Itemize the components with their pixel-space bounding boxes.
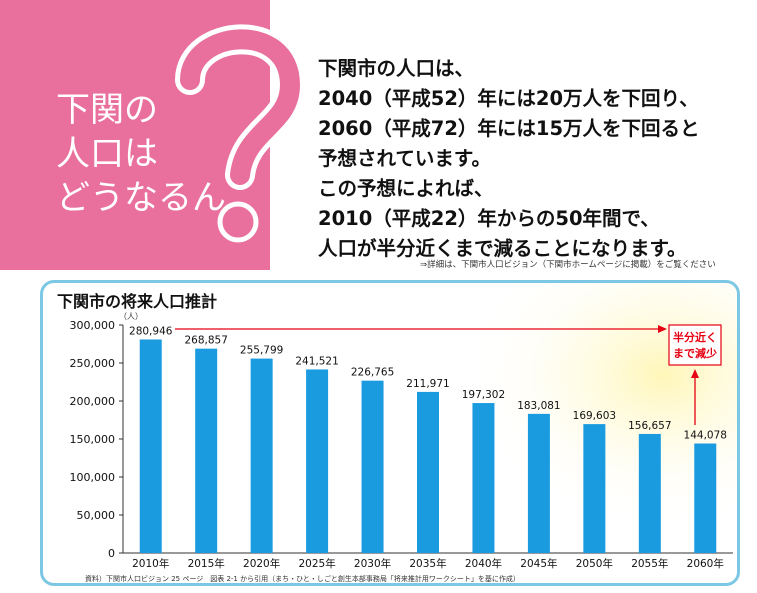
headline-line-5: この予想によれば、 bbox=[318, 177, 494, 200]
data-label: 144,078 bbox=[684, 430, 727, 442]
bar bbox=[694, 443, 717, 553]
annotation-box bbox=[668, 324, 722, 366]
data-label: 156,657 bbox=[628, 420, 671, 432]
x-tick-label: 2055年 bbox=[631, 557, 668, 570]
x-tick-label: 2040年 bbox=[465, 557, 502, 570]
data-label: 183,081 bbox=[517, 400, 560, 412]
bar bbox=[638, 433, 661, 553]
x-axis-labels: 2010年 2015年 2020年 2025年 2030年 2035年 2040年 2045年… bbox=[132, 557, 724, 570]
x-tick-label: 2030年 bbox=[354, 557, 391, 570]
headline-text: 下関市の人口は、 2040（平成52）年には20万人を下回り、 2060（平成7… bbox=[318, 54, 700, 264]
headline-line-2: 2040（平成52）年には20万人を下回り、 bbox=[318, 87, 699, 110]
panel-title-line-2: 人口は bbox=[56, 134, 158, 174]
chart-source: 資料）下関市人口ビジョン 25 ページ 図表 2-1 から引用（まち・ひと・しご… bbox=[85, 574, 520, 583]
bar bbox=[417, 391, 439, 553]
y-axis-ticks: 0 50,000 100,000 150,000 200,000 250,000 300,0… bbox=[70, 319, 123, 560]
chart-frame: 下関市の将来人口推計 （人） 0 50,000 100,000 150,000 200,… bbox=[40, 280, 740, 586]
y-tick-label: 50,000 bbox=[77, 509, 116, 522]
annotation-vertical-arrowhead bbox=[691, 369, 699, 378]
population-chart: 下関市の将来人口推計 （人） 0 50,000 100,000 150,000 200,… bbox=[57, 283, 737, 583]
y-tick-label: 200,000 bbox=[70, 395, 116, 408]
data-label: 197,302 bbox=[462, 389, 505, 401]
data-label: 268,857 bbox=[184, 335, 227, 347]
x-tick-label: 2025年 bbox=[298, 557, 335, 570]
headline-line-4: 予想されています。 bbox=[318, 147, 491, 170]
bar bbox=[361, 380, 384, 553]
y-tick-label: 0 bbox=[108, 547, 115, 560]
bar bbox=[583, 424, 606, 553]
headline-line-6: 2010（平成22）年からの50年間で、 bbox=[318, 207, 660, 230]
panel-title-line-3: どうなるん bbox=[56, 178, 226, 218]
bar bbox=[527, 413, 550, 553]
data-label: 255,799 bbox=[240, 345, 283, 357]
data-label: 211,971 bbox=[406, 378, 449, 390]
headline-line-3: 2060（平成72）年には15万人を下回ると bbox=[318, 117, 700, 140]
annotation-line-2: まで減少 bbox=[673, 346, 717, 360]
panel-title-line-1: 下関の bbox=[56, 90, 158, 130]
x-tick-label: 2015年 bbox=[188, 557, 225, 570]
data-label: 280,946 bbox=[129, 325, 173, 337]
y-tick-label: 250,000 bbox=[70, 357, 116, 370]
headline-line-7: 人口が半分近くまで減ることになります。 bbox=[318, 237, 687, 260]
x-tick-label: 2045年 bbox=[520, 557, 557, 570]
y-tick-label: 100,000 bbox=[70, 471, 116, 484]
y-tick-label: 150,000 bbox=[70, 433, 116, 446]
detail-note: ⇒詳細は、下関市人口ビジョン（下関市ホームページに掲載）をご覧ください bbox=[420, 260, 716, 270]
x-tick-label: 2050年 bbox=[576, 557, 613, 570]
x-tick-label: 2020年 bbox=[243, 557, 280, 570]
question-mark-icon bbox=[175, 24, 306, 243]
x-tick-label: 2035年 bbox=[409, 557, 446, 570]
data-label: 169,603 bbox=[573, 410, 616, 422]
x-tick-label: 2010年 bbox=[132, 557, 169, 570]
data-label: 241,521 bbox=[295, 355, 338, 367]
annotation-line-1: 半分近く bbox=[673, 330, 717, 344]
bar bbox=[472, 403, 495, 553]
chart-title: 下関市の将来人口推計 bbox=[57, 292, 217, 311]
annotation-group: 半分近く まで減少 bbox=[175, 324, 722, 425]
bar bbox=[250, 358, 273, 553]
bar bbox=[139, 339, 162, 553]
x-tick-label: 2060年 bbox=[687, 557, 724, 570]
bars bbox=[139, 339, 717, 553]
value-labels: 280,946 268,857 255,799 241,521 226,765 211,9… bbox=[129, 325, 727, 441]
y-tick-label: 300,000 bbox=[70, 319, 116, 332]
y-axis-unit: （人） bbox=[119, 312, 143, 321]
annotation-horizontal-arrowhead bbox=[658, 325, 667, 333]
bar bbox=[306, 369, 329, 553]
bar bbox=[195, 348, 218, 553]
data-label: 226,765 bbox=[351, 367, 394, 379]
panel-title: 下関の 人口は どうなるん bbox=[56, 88, 226, 220]
headline-line-1: 下関市の人口は、 bbox=[318, 57, 475, 80]
